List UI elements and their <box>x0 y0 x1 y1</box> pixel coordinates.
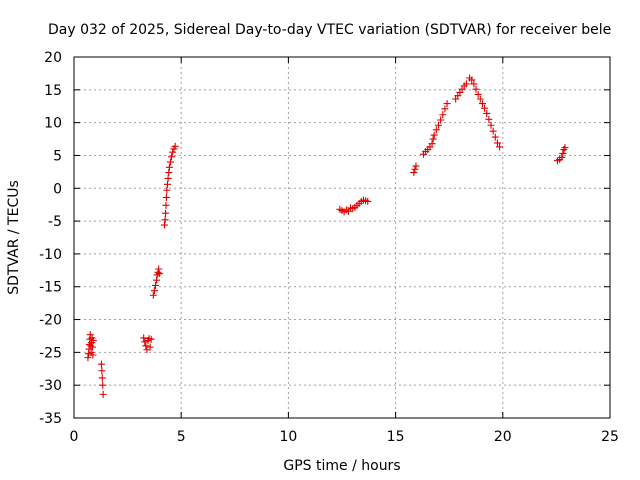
data-point <box>412 162 420 170</box>
data-point <box>483 109 491 117</box>
x-tick-label: 15 <box>387 429 405 445</box>
data-point <box>462 80 470 88</box>
data-point <box>443 100 451 108</box>
data-point <box>411 165 419 173</box>
y-tick-label: -15 <box>39 280 62 296</box>
y-tick-label: -35 <box>39 411 62 427</box>
y-tick-label: -10 <box>39 247 62 263</box>
y-tick-label: 20 <box>44 50 62 66</box>
data-point <box>171 142 179 150</box>
data-point <box>84 354 92 362</box>
data-point <box>150 287 158 295</box>
y-tick-label: 15 <box>44 83 62 99</box>
data-point <box>89 351 97 359</box>
data-point <box>87 342 95 350</box>
data-point <box>155 270 163 278</box>
data-point <box>161 216 169 224</box>
data-point <box>493 139 501 147</box>
data-point <box>437 116 445 124</box>
data-point <box>168 153 176 161</box>
y-tick-label: 10 <box>44 116 62 132</box>
data-point <box>162 209 170 217</box>
data-point <box>487 121 495 129</box>
data-point <box>141 338 149 346</box>
x-tick-label: 20 <box>494 429 512 445</box>
data-point <box>439 111 447 119</box>
data-point <box>162 193 170 201</box>
axis-ticks: 0 5 10 15 20 25 -35 -30 -25 -20 -15 -10 -5 0 5 10 15 20 <box>39 50 619 445</box>
data-point <box>481 104 489 112</box>
y-tick-label: -30 <box>39 378 62 394</box>
data-point <box>165 169 173 177</box>
data-point <box>98 374 106 382</box>
x-tick-label: 0 <box>70 429 79 445</box>
data-point <box>140 334 148 342</box>
x-axis-label: GPS time / hours <box>283 458 400 474</box>
data-point <box>476 95 484 103</box>
data-point <box>169 148 177 156</box>
y-axis-label: SDTVAR / TECUs <box>6 180 22 295</box>
data-point <box>97 360 105 368</box>
data-point <box>153 276 161 284</box>
data-point <box>434 121 442 129</box>
x-tick-label: 5 <box>177 429 186 445</box>
y-tick-label: -20 <box>39 313 62 329</box>
data-point <box>478 100 486 108</box>
data-point <box>558 153 566 161</box>
data-point <box>364 197 372 205</box>
data-point <box>142 342 150 350</box>
y-tick-label: 0 <box>53 181 62 197</box>
data-point <box>559 149 567 157</box>
y-tick-label: -5 <box>48 214 62 230</box>
data-point <box>99 381 107 389</box>
data-point <box>430 131 438 139</box>
grid <box>74 57 610 418</box>
data-point <box>429 135 437 143</box>
data-point <box>164 174 172 182</box>
data-point <box>99 390 107 398</box>
data-point <box>491 133 499 141</box>
data-point <box>428 140 436 148</box>
data-point <box>441 105 449 113</box>
data-point <box>98 367 106 375</box>
data-point <box>155 265 163 273</box>
data-point <box>166 158 174 166</box>
y-tick-label: -25 <box>39 345 62 361</box>
x-tick-label: 10 <box>279 429 297 445</box>
data-point <box>151 281 159 289</box>
data-point <box>489 127 497 135</box>
data-point <box>162 201 170 209</box>
plot-frame <box>73 56 611 419</box>
data-point <box>470 80 478 88</box>
data-point <box>149 291 157 299</box>
data-point <box>89 337 97 345</box>
data-point <box>468 76 476 84</box>
data-point <box>472 85 480 93</box>
y-tick-label: 5 <box>53 148 62 164</box>
data-point <box>165 163 173 171</box>
data-point <box>432 126 440 134</box>
data-point <box>154 268 162 276</box>
data-point <box>88 343 96 351</box>
data-point <box>163 186 171 194</box>
data-point <box>163 180 171 188</box>
data-point <box>410 169 418 177</box>
data-point <box>86 331 94 339</box>
data-point <box>485 115 493 123</box>
chart-title: Day 032 of 2025, Sidereal Day-to-day VTE… <box>48 22 611 38</box>
data-point <box>474 90 482 98</box>
data-point <box>561 144 569 152</box>
data-point <box>147 335 155 343</box>
data-point <box>496 143 504 151</box>
data-point <box>146 343 154 351</box>
data-series-sdtvar <box>84 74 569 398</box>
x-tick-label: 25 <box>601 429 619 445</box>
data-point <box>160 221 168 229</box>
